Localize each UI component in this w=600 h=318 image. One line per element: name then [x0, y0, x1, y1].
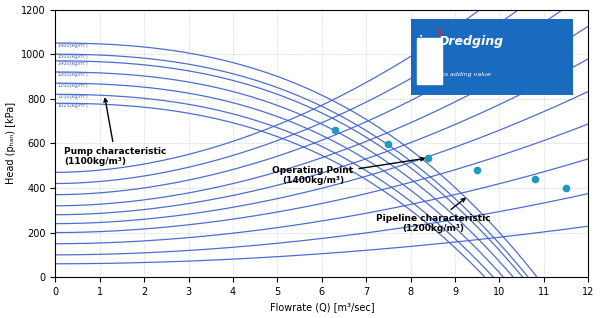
- Text: 1200(kg/m³): 1200(kg/m³): [58, 83, 88, 88]
- X-axis label: Flowrate (Q) [m³/sec]: Flowrate (Q) [m³/sec]: [269, 302, 374, 313]
- Text: Solutions adding value: Solutions adding value: [419, 72, 491, 77]
- Y-axis label: Head (pₕₐₙ) [kPa]: Head (pₕₐₙ) [kPa]: [5, 102, 16, 184]
- Text: Dredging: Dredging: [439, 36, 503, 48]
- Text: 1300(kg/m³): 1300(kg/m³): [58, 72, 88, 77]
- Text: 1500(kg/m³): 1500(kg/m³): [58, 54, 88, 59]
- Text: Pump characteristic
(1100kg/m³): Pump characteristic (1100kg/m³): [64, 99, 167, 166]
- Text: 1400(kg/m³): 1400(kg/m³): [58, 61, 88, 66]
- Text: 1025(kg/m³): 1025(kg/m³): [58, 103, 88, 108]
- Text: Pipeline characteristic
(1200kg/m³): Pipeline characteristic (1200kg/m³): [376, 198, 490, 233]
- Text: 1100(kg/m³): 1100(kg/m³): [58, 94, 88, 99]
- Text: 2: 2: [436, 29, 442, 38]
- Text: 1400(kg/m³): 1400(kg/m³): [58, 43, 88, 48]
- Text: in: in: [419, 36, 432, 48]
- FancyBboxPatch shape: [411, 19, 573, 95]
- Text: Operating Point
(1400kg/m³): Operating Point (1400kg/m³): [272, 157, 424, 185]
- Bar: [418, 38, 442, 84]
